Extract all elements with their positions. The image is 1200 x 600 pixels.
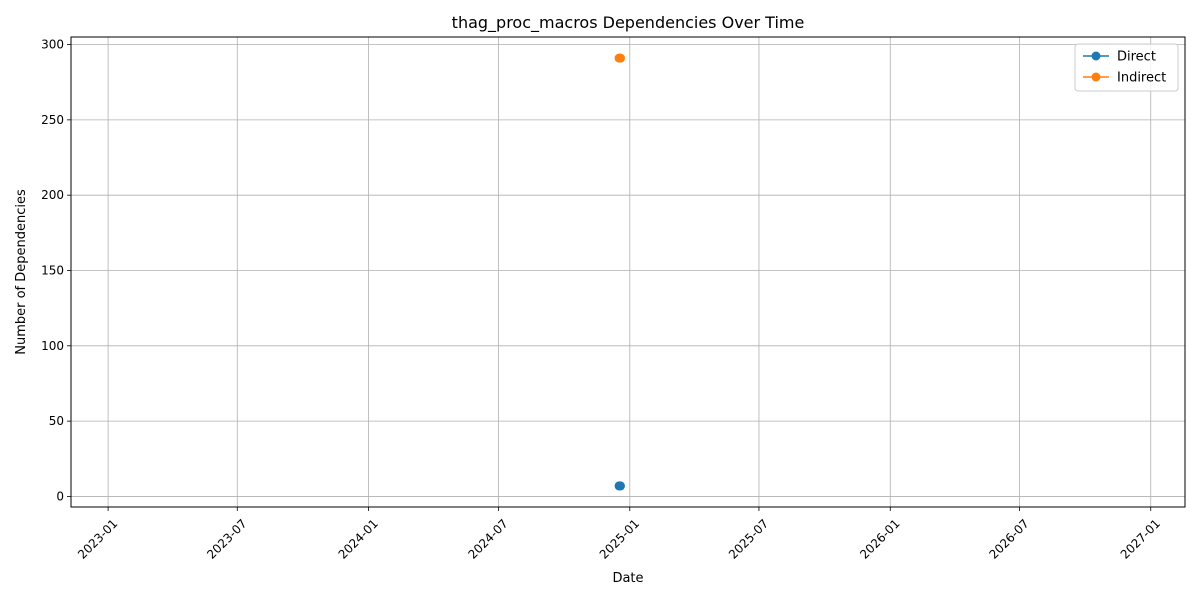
x-tick-label: 2023-07 <box>204 516 249 561</box>
series-layer <box>614 53 626 491</box>
legend-label: Direct <box>1117 50 1156 65</box>
x-tick-label: 2025-01 <box>597 516 642 561</box>
x-axis: 2023-01 2023-07 2024-01 2024-07 2025-01 2025-… <box>75 507 1163 562</box>
x-tick-label: 2023-01 <box>75 516 120 561</box>
x-axis-label: Date <box>612 571 643 586</box>
y-tick-label: 0 <box>56 489 64 503</box>
y-axis-label: Number of Dependencies <box>14 189 29 355</box>
x-tick-label: 2026-01 <box>857 516 902 561</box>
chart-title: thag_proc_macros Dependencies Over Time <box>452 13 805 33</box>
y-axis: 0 50 100 150 200 250 300 <box>41 38 71 503</box>
y-tick-label: 300 <box>41 38 64 52</box>
x-tick-label: 2024-01 <box>336 516 381 561</box>
x-tick-label: 2024-07 <box>465 516 510 561</box>
x-tick-label: 2026-07 <box>986 516 1031 561</box>
y-tick-label: 150 <box>41 263 64 277</box>
data-point <box>616 481 626 491</box>
legend-label: Indirect <box>1117 71 1166 86</box>
y-tick-label: 100 <box>41 339 64 353</box>
y-tick-label: 200 <box>41 188 64 202</box>
grid <box>71 37 1185 507</box>
y-tick-label: 250 <box>41 113 64 127</box>
legend-marker <box>1091 72 1101 82</box>
legend: Direct Indirect <box>1074 43 1179 92</box>
y-tick-label: 50 <box>49 414 64 428</box>
x-tick-label: 2025-07 <box>726 516 771 561</box>
plot-frame <box>70 36 1186 508</box>
x-tick-label: 2027-01 <box>1118 516 1163 561</box>
legend-marker <box>1091 51 1101 61</box>
data-point <box>616 53 626 63</box>
